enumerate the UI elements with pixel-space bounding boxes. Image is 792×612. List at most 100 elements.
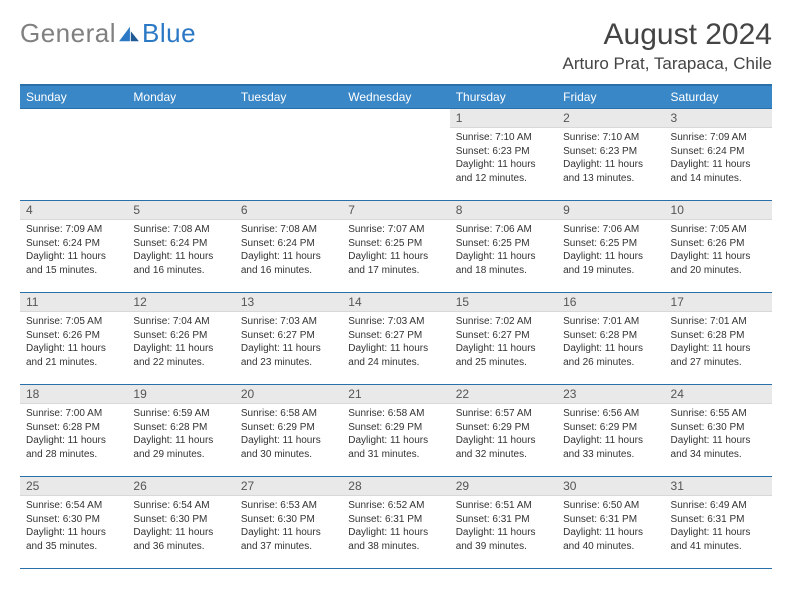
daylight-line: Daylight: 11 hours and 22 minutes. xyxy=(133,342,228,369)
page-title: August 2024 xyxy=(563,18,772,52)
daylight-line: Daylight: 11 hours and 38 minutes. xyxy=(348,526,443,553)
daylight-line: Daylight: 11 hours and 15 minutes. xyxy=(26,250,121,277)
daylight-line: Daylight: 11 hours and 16 minutes. xyxy=(133,250,228,277)
daylight-line: Daylight: 11 hours and 29 minutes. xyxy=(133,434,228,461)
sunset-line: Sunset: 6:23 PM xyxy=(563,145,658,159)
calendar-row: 25Sunrise: 6:54 AMSunset: 6:30 PMDayligh… xyxy=(20,477,772,569)
day-body: Sunrise: 7:06 AMSunset: 6:25 PMDaylight:… xyxy=(557,220,664,282)
daylight-line: Daylight: 11 hours and 18 minutes. xyxy=(456,250,551,277)
brand-part2: Blue xyxy=(142,18,196,49)
daylight-line: Daylight: 11 hours and 16 minutes. xyxy=(241,250,336,277)
day-body: Sunrise: 7:08 AMSunset: 6:24 PMDaylight:… xyxy=(127,220,234,282)
day-number: 4 xyxy=(20,201,127,220)
calendar-cell: 13Sunrise: 7:03 AMSunset: 6:27 PMDayligh… xyxy=(235,293,342,385)
daylight-line: Daylight: 11 hours and 17 minutes. xyxy=(348,250,443,277)
daylight-line: Daylight: 11 hours and 33 minutes. xyxy=(563,434,658,461)
sunrise-line: Sunrise: 6:55 AM xyxy=(671,407,766,421)
sunset-line: Sunset: 6:29 PM xyxy=(563,421,658,435)
sunset-line: Sunset: 6:29 PM xyxy=(241,421,336,435)
calendar-cell: 21Sunrise: 6:58 AMSunset: 6:29 PMDayligh… xyxy=(342,385,449,477)
day-body: Sunrise: 7:07 AMSunset: 6:25 PMDaylight:… xyxy=(342,220,449,282)
calendar-cell: 10Sunrise: 7:05 AMSunset: 6:26 PMDayligh… xyxy=(665,201,772,293)
day-number: 13 xyxy=(235,293,342,312)
sunrise-line: Sunrise: 7:05 AM xyxy=(671,223,766,237)
day-body: Sunrise: 6:51 AMSunset: 6:31 PMDaylight:… xyxy=(450,496,557,558)
sunset-line: Sunset: 6:24 PM xyxy=(133,237,228,251)
sunset-line: Sunset: 6:28 PM xyxy=(133,421,228,435)
day-body: Sunrise: 6:57 AMSunset: 6:29 PMDaylight:… xyxy=(450,404,557,466)
day-body: Sunrise: 7:02 AMSunset: 6:27 PMDaylight:… xyxy=(450,312,557,374)
day-body: Sunrise: 6:55 AMSunset: 6:30 PMDaylight:… xyxy=(665,404,772,466)
day-number: 22 xyxy=(450,385,557,404)
day-body: Sunrise: 7:03 AMSunset: 6:27 PMDaylight:… xyxy=(342,312,449,374)
sunrise-line: Sunrise: 7:10 AM xyxy=(563,131,658,145)
calendar-cell: 28Sunrise: 6:52 AMSunset: 6:31 PMDayligh… xyxy=(342,477,449,569)
day-number: 21 xyxy=(342,385,449,404)
sunrise-line: Sunrise: 7:08 AM xyxy=(241,223,336,237)
day-body: Sunrise: 7:10 AMSunset: 6:23 PMDaylight:… xyxy=(450,128,557,190)
sunset-line: Sunset: 6:27 PM xyxy=(456,329,551,343)
day-number: 14 xyxy=(342,293,449,312)
day-body: Sunrise: 7:00 AMSunset: 6:28 PMDaylight:… xyxy=(20,404,127,466)
calendar-cell: 25Sunrise: 6:54 AMSunset: 6:30 PMDayligh… xyxy=(20,477,127,569)
day-number: 19 xyxy=(127,385,234,404)
sunset-line: Sunset: 6:24 PM xyxy=(26,237,121,251)
calendar-cell: 22Sunrise: 6:57 AMSunset: 6:29 PMDayligh… xyxy=(450,385,557,477)
daylight-line: Daylight: 11 hours and 14 minutes. xyxy=(671,158,766,185)
sunset-line: Sunset: 6:30 PM xyxy=(241,513,336,527)
daylight-line: Daylight: 11 hours and 21 minutes. xyxy=(26,342,121,369)
day-number: 28 xyxy=(342,477,449,496)
calendar-cell: 12Sunrise: 7:04 AMSunset: 6:26 PMDayligh… xyxy=(127,293,234,385)
sunrise-line: Sunrise: 6:51 AM xyxy=(456,499,551,513)
day-number: 17 xyxy=(665,293,772,312)
sail-icon xyxy=(118,25,140,43)
day-body: Sunrise: 6:54 AMSunset: 6:30 PMDaylight:… xyxy=(127,496,234,558)
sunrise-line: Sunrise: 7:08 AM xyxy=(133,223,228,237)
day-body: Sunrise: 6:52 AMSunset: 6:31 PMDaylight:… xyxy=(342,496,449,558)
weekday-header: Thursday xyxy=(450,85,557,109)
sunset-line: Sunset: 6:28 PM xyxy=(26,421,121,435)
sunset-line: Sunset: 6:30 PM xyxy=(671,421,766,435)
day-body: Sunrise: 7:05 AMSunset: 6:26 PMDaylight:… xyxy=(20,312,127,374)
weekday-header: Tuesday xyxy=(235,85,342,109)
daylight-line: Daylight: 11 hours and 31 minutes. xyxy=(348,434,443,461)
calendar-cell: .. xyxy=(235,109,342,201)
calendar-row: 18Sunrise: 7:00 AMSunset: 6:28 PMDayligh… xyxy=(20,385,772,477)
sunset-line: Sunset: 6:28 PM xyxy=(671,329,766,343)
header: General Blue August 2024 Arturo Prat, Ta… xyxy=(20,18,772,74)
weekday-header: Wednesday xyxy=(342,85,449,109)
day-number: 15 xyxy=(450,293,557,312)
day-body: Sunrise: 6:58 AMSunset: 6:29 PMDaylight:… xyxy=(235,404,342,466)
sunrise-line: Sunrise: 7:07 AM xyxy=(348,223,443,237)
sunset-line: Sunset: 6:28 PM xyxy=(563,329,658,343)
sunrise-line: Sunrise: 7:05 AM xyxy=(26,315,121,329)
daylight-line: Daylight: 11 hours and 37 minutes. xyxy=(241,526,336,553)
daylight-line: Daylight: 11 hours and 28 minutes. xyxy=(26,434,121,461)
sunrise-line: Sunrise: 7:01 AM xyxy=(671,315,766,329)
sunrise-line: Sunrise: 7:09 AM xyxy=(671,131,766,145)
sunrise-line: Sunrise: 7:00 AM xyxy=(26,407,121,421)
day-number: 18 xyxy=(20,385,127,404)
day-body: Sunrise: 7:04 AMSunset: 6:26 PMDaylight:… xyxy=(127,312,234,374)
daylight-line: Daylight: 11 hours and 34 minutes. xyxy=(671,434,766,461)
daylight-line: Daylight: 11 hours and 30 minutes. xyxy=(241,434,336,461)
calendar-cell: 16Sunrise: 7:01 AMSunset: 6:28 PMDayligh… xyxy=(557,293,664,385)
weekday-header-row: SundayMondayTuesdayWednesdayThursdayFrid… xyxy=(20,85,772,109)
sunset-line: Sunset: 6:27 PM xyxy=(348,329,443,343)
sunset-line: Sunset: 6:31 PM xyxy=(671,513,766,527)
sunrise-line: Sunrise: 6:58 AM xyxy=(241,407,336,421)
calendar-cell: 9Sunrise: 7:06 AMSunset: 6:25 PMDaylight… xyxy=(557,201,664,293)
title-block: August 2024 Arturo Prat, Tarapaca, Chile xyxy=(563,18,772,74)
day-number: 6 xyxy=(235,201,342,220)
calendar-cell: 6 Sunrise: 7:08 AMSunset: 6:24 PMDaylight… xyxy=(235,201,342,293)
calendar-cell: 26Sunrise: 6:54 AMSunset: 6:30 PMDayligh… xyxy=(127,477,234,569)
daylight-line: Daylight: 11 hours and 36 minutes. xyxy=(133,526,228,553)
day-number: 7 xyxy=(342,201,449,220)
sunset-line: Sunset: 6:24 PM xyxy=(241,237,336,251)
calendar-cell: .. xyxy=(342,109,449,201)
sunrise-line: Sunrise: 6:58 AM xyxy=(348,407,443,421)
sunrise-line: Sunrise: 6:57 AM xyxy=(456,407,551,421)
day-number: 27 xyxy=(235,477,342,496)
day-body: Sunrise: 6:56 AMSunset: 6:29 PMDaylight:… xyxy=(557,404,664,466)
calendar-body: ........1Sunrise: 7:10 AMSunset: 6:23 PM… xyxy=(20,109,772,569)
